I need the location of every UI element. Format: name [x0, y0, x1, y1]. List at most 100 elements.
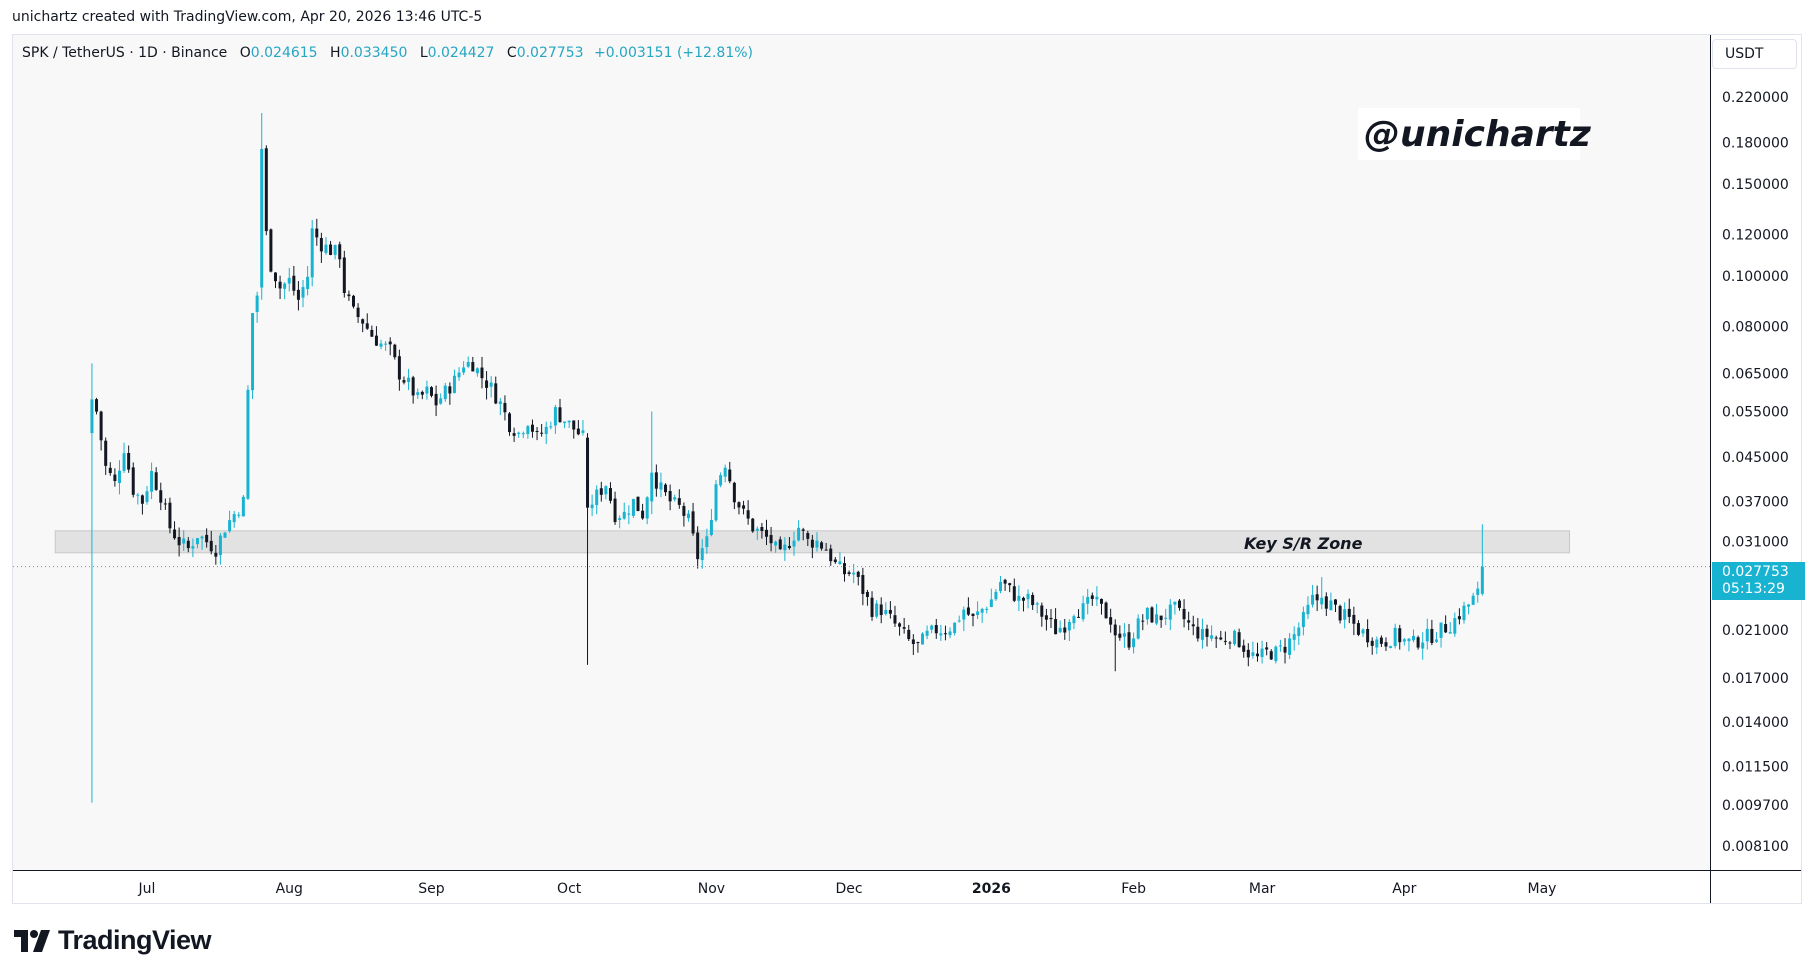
candle-body [1127, 632, 1131, 648]
candle-body [645, 497, 649, 519]
y-tick-label: 0.037000 [1722, 494, 1789, 510]
credit-text: unichartz created with TradingView.com, … [12, 9, 483, 25]
low-label: L [419, 45, 428, 61]
candle-body [1246, 649, 1250, 658]
candle-body [691, 511, 695, 534]
candle-body [971, 613, 975, 617]
candle-body [751, 518, 755, 532]
candle-body [1402, 639, 1406, 642]
candle-body [797, 527, 801, 541]
candle-body [540, 432, 544, 434]
candle-body [443, 385, 447, 400]
candle-body [1109, 617, 1113, 625]
candle-body [315, 228, 319, 238]
candle-body [1347, 608, 1351, 617]
candle-body [246, 389, 250, 499]
watermark-text: @unichartz [1364, 114, 1591, 155]
candle-body [108, 467, 112, 474]
candle-body [943, 633, 947, 635]
candle-body [1251, 652, 1255, 656]
candle-body [1384, 642, 1388, 647]
candle-body [1228, 642, 1232, 644]
candle-body [489, 382, 493, 387]
candle-body [939, 633, 943, 636]
candle-body [1269, 651, 1273, 660]
candle-body [843, 563, 846, 575]
candle-body [264, 148, 268, 232]
high-label: H [330, 45, 341, 61]
candle-body [1301, 612, 1305, 628]
candle-body [1177, 600, 1181, 608]
candle-body [521, 433, 525, 435]
candle-body [1393, 627, 1397, 647]
y-tick-label: 0.180000 [1722, 136, 1789, 152]
candle-body [278, 281, 282, 289]
candle-body [1021, 597, 1025, 601]
candle-body [205, 534, 209, 543]
candle-body [310, 228, 314, 278]
candle-body [622, 511, 626, 519]
x-tick-label: Nov [698, 881, 725, 897]
y-tick-label: 0.150000 [1722, 177, 1789, 193]
candle-body [218, 535, 222, 555]
candle-body [1173, 601, 1177, 605]
candle-body [865, 591, 869, 598]
candle-body [801, 529, 805, 531]
candle-body [953, 622, 957, 634]
candle-body [696, 532, 700, 560]
candle-body [1320, 597, 1324, 605]
candle-body [508, 413, 512, 433]
last-price-value: 0.027753 [1722, 564, 1789, 580]
candle-body [1389, 646, 1393, 648]
candle-body [1035, 603, 1039, 605]
candle-body [430, 387, 434, 396]
candle-body [1164, 617, 1168, 619]
candle-body [705, 536, 709, 548]
candle-body [526, 426, 530, 435]
candle-body [329, 244, 333, 255]
candle-body [273, 272, 277, 282]
candle-body [1081, 603, 1085, 620]
y-tick-label: 0.009700 [1722, 798, 1789, 814]
candle-body [608, 488, 612, 501]
candle-body [1439, 622, 1443, 638]
candle-body [1012, 586, 1016, 601]
candle-body [682, 506, 686, 516]
candle-body [448, 386, 452, 394]
candle-body [732, 482, 736, 503]
candle-body [462, 367, 466, 373]
candle-body [1416, 637, 1420, 648]
candle-body [1063, 627, 1067, 633]
tradingview-logo[interactable]: TradingView [14, 925, 212, 956]
candle-body [1118, 633, 1122, 638]
candle-body [283, 283, 287, 289]
candle-body [370, 329, 374, 337]
candle-body [677, 498, 681, 505]
candles [90, 113, 1484, 803]
open-value: 0.024615 [250, 45, 318, 61]
y-tick-label: 0.120000 [1722, 228, 1789, 244]
candle-body [209, 540, 213, 552]
candle-body [1072, 616, 1076, 624]
candle-body [934, 625, 938, 634]
candle-body [480, 367, 484, 379]
candle-body [512, 433, 516, 436]
candle-body [664, 484, 668, 493]
watermark: @unichartz [1358, 108, 1591, 160]
currency-unit-button[interactable]: USDT [1712, 39, 1797, 69]
candle-body [517, 432, 521, 434]
candle-body [1462, 605, 1466, 621]
candle-body [1090, 595, 1094, 600]
candle-body [494, 383, 498, 404]
change-value: +0.003151 (+12.81%) [593, 45, 753, 61]
candle-body [966, 607, 970, 615]
candle-body [177, 537, 181, 546]
plot-area[interactable] [13, 35, 1710, 870]
candle-body [145, 491, 149, 503]
candle-body [292, 275, 296, 291]
candle-body [911, 639, 915, 645]
symbol-title[interactable]: SPK / TetherUS · 1D · Binance [22, 45, 228, 61]
candle-body [1421, 642, 1425, 649]
candle-body [659, 482, 663, 490]
